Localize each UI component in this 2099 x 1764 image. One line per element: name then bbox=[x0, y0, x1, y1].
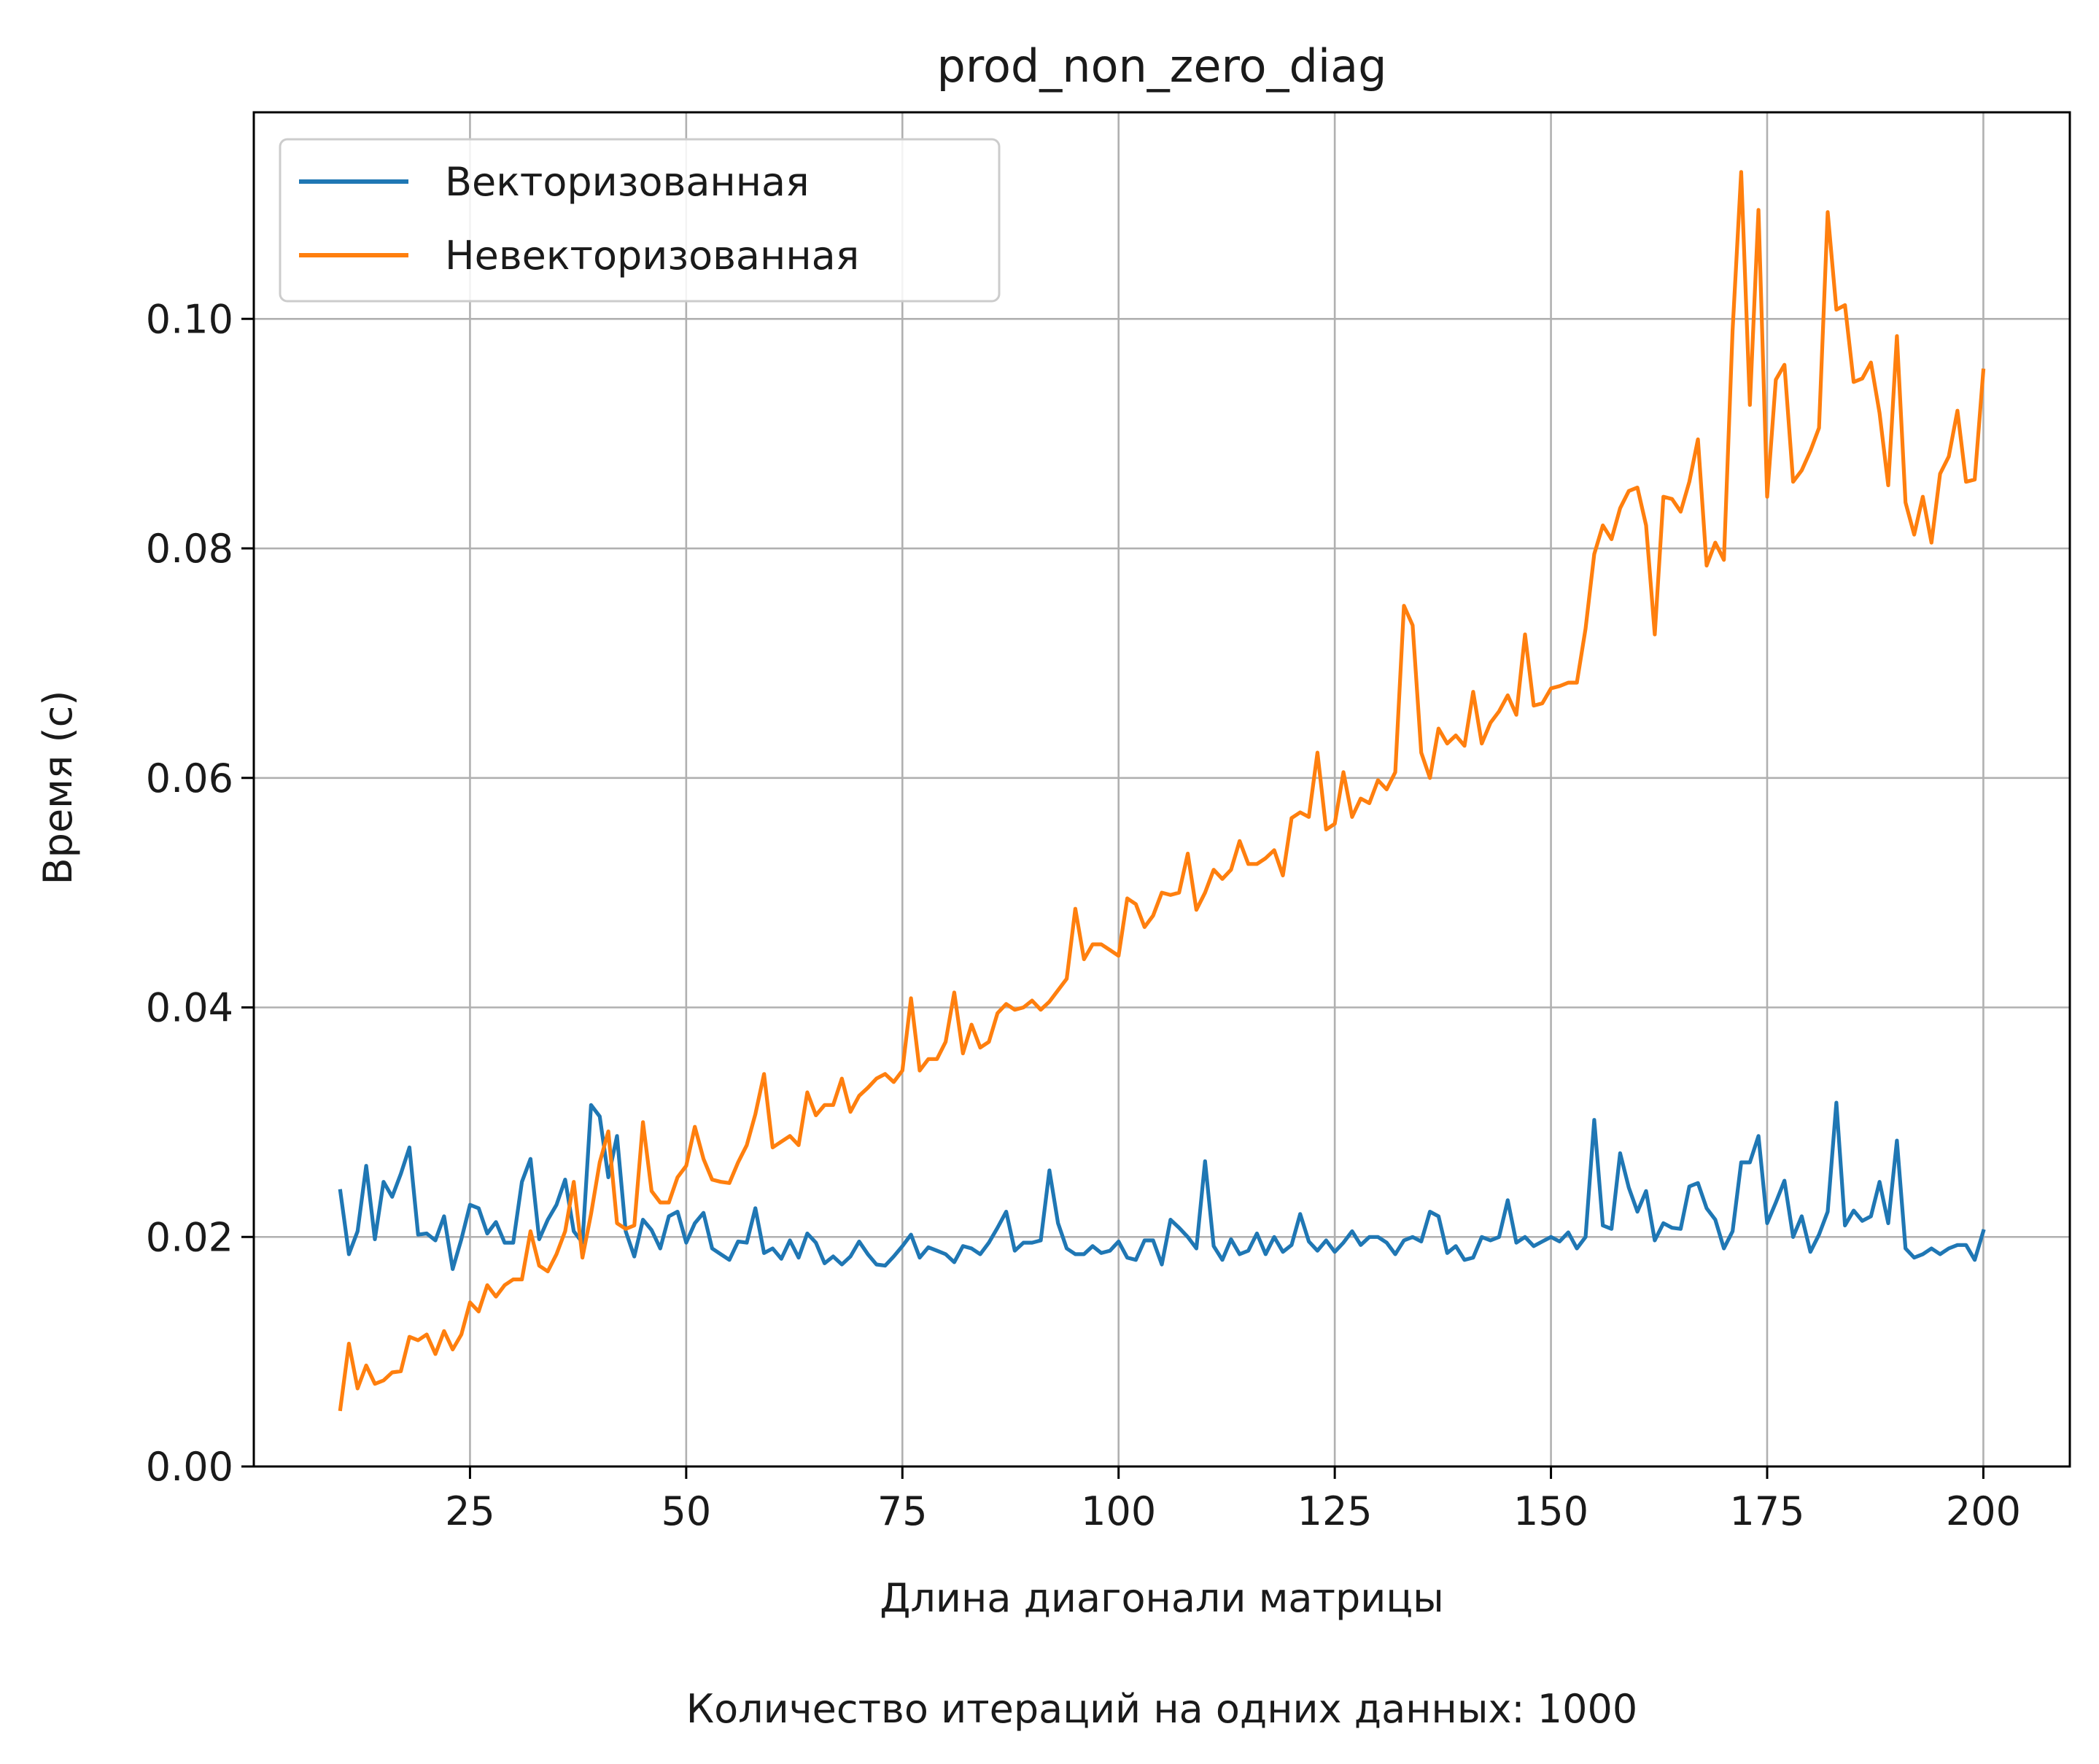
legend-label-non-vectorized: Невекторизованная bbox=[445, 233, 859, 279]
y-tick-label-0: 0.00 bbox=[146, 1444, 233, 1490]
x-tick-label-5: 150 bbox=[1513, 1488, 1588, 1534]
y-tick-label-1: 0.02 bbox=[146, 1214, 233, 1260]
x-tick-label-7: 200 bbox=[1946, 1488, 2021, 1534]
legend-box bbox=[279, 138, 1001, 303]
x-tick-label-4: 125 bbox=[1297, 1488, 1373, 1534]
x-tick-label-0: 25 bbox=[445, 1488, 495, 1534]
ticks: 25 50 75 100 125 150 175 200 0.00 0.02 0.04 0.06 0.0… bbox=[146, 296, 2021, 1534]
x-tick-label-6: 175 bbox=[1729, 1488, 1804, 1534]
legend-label-vectorized: Векторизованная bbox=[445, 159, 810, 205]
series-lines bbox=[338, 170, 1986, 1412]
y-tick-label-5: 0.10 bbox=[146, 296, 233, 342]
y-tick-label-4: 0.08 bbox=[146, 526, 233, 572]
y-tick-label-3: 0.06 bbox=[146, 755, 233, 801]
plot-frame bbox=[252, 111, 2071, 1468]
y-axis-label: Время (с) bbox=[35, 691, 81, 885]
series-line-non-vectorized bbox=[338, 170, 1986, 1412]
x-tick-label-3: 100 bbox=[1081, 1488, 1156, 1534]
x-tick-label-1: 50 bbox=[661, 1488, 711, 1534]
series-line-vectorized bbox=[338, 1100, 1986, 1271]
legend: Векторизованная Невекторизованная bbox=[279, 138, 1001, 303]
x-axis-label: Длина диагонали матрицы bbox=[880, 1575, 1444, 1621]
x-tick-label-2: 75 bbox=[877, 1488, 928, 1534]
footnote: Количество итераций на одних данных: 100… bbox=[686, 1686, 1637, 1732]
chart-title: prod_non_zero_diag bbox=[937, 39, 1387, 93]
y-tick-label-2: 0.04 bbox=[146, 985, 233, 1031]
